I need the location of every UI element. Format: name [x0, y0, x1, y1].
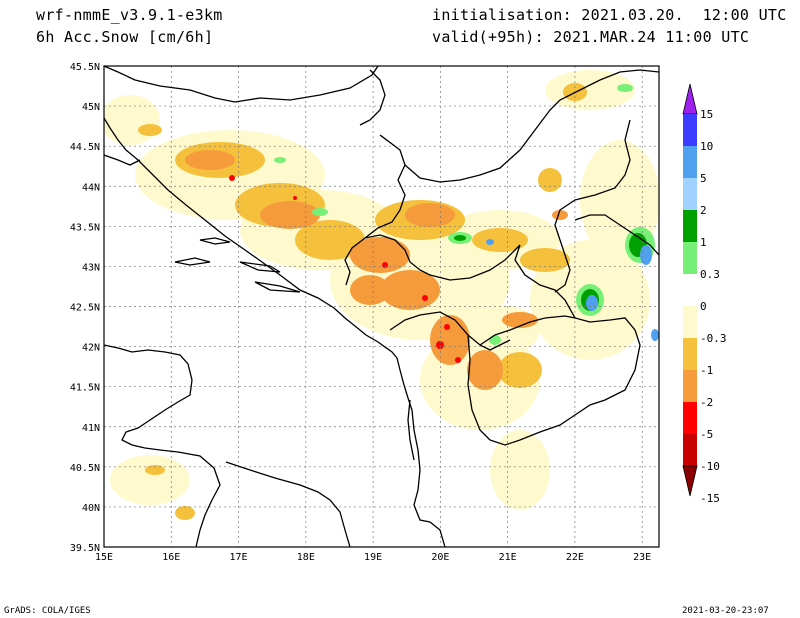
footer-credit: GrADS: COLA/IGES [4, 606, 91, 616]
lat-tick-labels: 45.5N 45N 44.5N 44N 43.5N 43N 42.5N 42N 41.5N 41N… [70, 62, 100, 554]
lon-tick-label: 22E [566, 552, 584, 563]
colorbar-label: 2 [700, 204, 707, 217]
lat-tick-label: 45N [82, 102, 100, 113]
colorbar-label: -1 [700, 364, 713, 377]
colorbar-top-arrow [682, 83, 698, 115]
lon-tick-labels: 15E 16E 17E 18E 19E 20E 21E 22E 23E [95, 552, 651, 563]
lat-tick-label: 44N [82, 182, 100, 193]
lon-tick-label: 17E [230, 552, 248, 563]
lat-tick-label: 45.5N [70, 62, 100, 73]
colorbar-label: 15 [700, 108, 713, 121]
colorbar-label: -2 [700, 396, 713, 409]
colorbar-segment [683, 274, 697, 306]
colorbar-bottom-arrow [682, 465, 698, 497]
colorbar-label: 5 [700, 172, 707, 185]
colorbar-segment [683, 146, 697, 178]
coastlines-borders [104, 66, 659, 547]
colorbar-segment [683, 370, 697, 402]
map-frame [103, 65, 660, 548]
lat-tick-label: 42.5N [70, 303, 100, 314]
field-title: 6h Acc.Snow [cm/6h] [36, 28, 214, 46]
colorbar-label: 0 [700, 300, 707, 313]
lon-tick-label: 23E [633, 552, 651, 563]
colorbar-segment [683, 114, 697, 146]
colorbar: 15 10 5 2 1 0.3 0 -0.3 -1 -2 -5 -10 -15 [682, 83, 727, 505]
colorbar-segment [683, 338, 697, 370]
lat-tick-label: 42N [82, 343, 100, 354]
colorbar-label: -0.3 [700, 332, 727, 345]
lat-tick-label: 44.5N [70, 142, 100, 153]
colorbar-segment [683, 210, 697, 242]
colorbar-label: 0.3 [700, 268, 720, 281]
lat-tick-label: 40N [82, 503, 100, 514]
lon-tick-label: 16E [162, 552, 180, 563]
lon-tick-label: 21E [499, 552, 517, 563]
lat-tick-label: 41.5N [70, 383, 100, 394]
colorbar-segment [683, 242, 697, 274]
lat-tick-label: 39.5N [70, 543, 100, 554]
colorbar-segment [683, 306, 697, 338]
lat-tick-label: 40.5N [70, 463, 100, 474]
lat-tick-label: 43N [82, 262, 100, 273]
colorbar-label: -10 [700, 460, 720, 473]
lon-tick-label: 20E [431, 552, 449, 563]
model-title: wrf-nmmE_v3.9.1-e3km [36, 6, 223, 24]
colorbar-segment [683, 402, 697, 434]
lon-tick-label: 15E [95, 552, 113, 563]
lon-tick-label: 18E [297, 552, 315, 563]
colorbar-segment [683, 434, 697, 466]
snow-field [104, 70, 659, 520]
colorbar-label: 10 [700, 140, 713, 153]
lon-tick-label: 19E [364, 552, 382, 563]
colorbar-segment [683, 178, 697, 210]
valid-time: valid(+95h): 2021.MAR.24 11:00 UTC [432, 28, 750, 46]
footer-timestamp: 2021-03-20-23:07 [682, 606, 769, 616]
colorbar-label: -5 [700, 428, 713, 441]
init-time: initialisation: 2021.03.20. 12:00 UTC [432, 6, 787, 24]
lat-tick-label: 43.5N [70, 222, 100, 233]
colorbar-label: 1 [700, 236, 707, 249]
lat-tick-label: 41N [82, 423, 100, 434]
colorbar-label: -15 [700, 492, 720, 505]
